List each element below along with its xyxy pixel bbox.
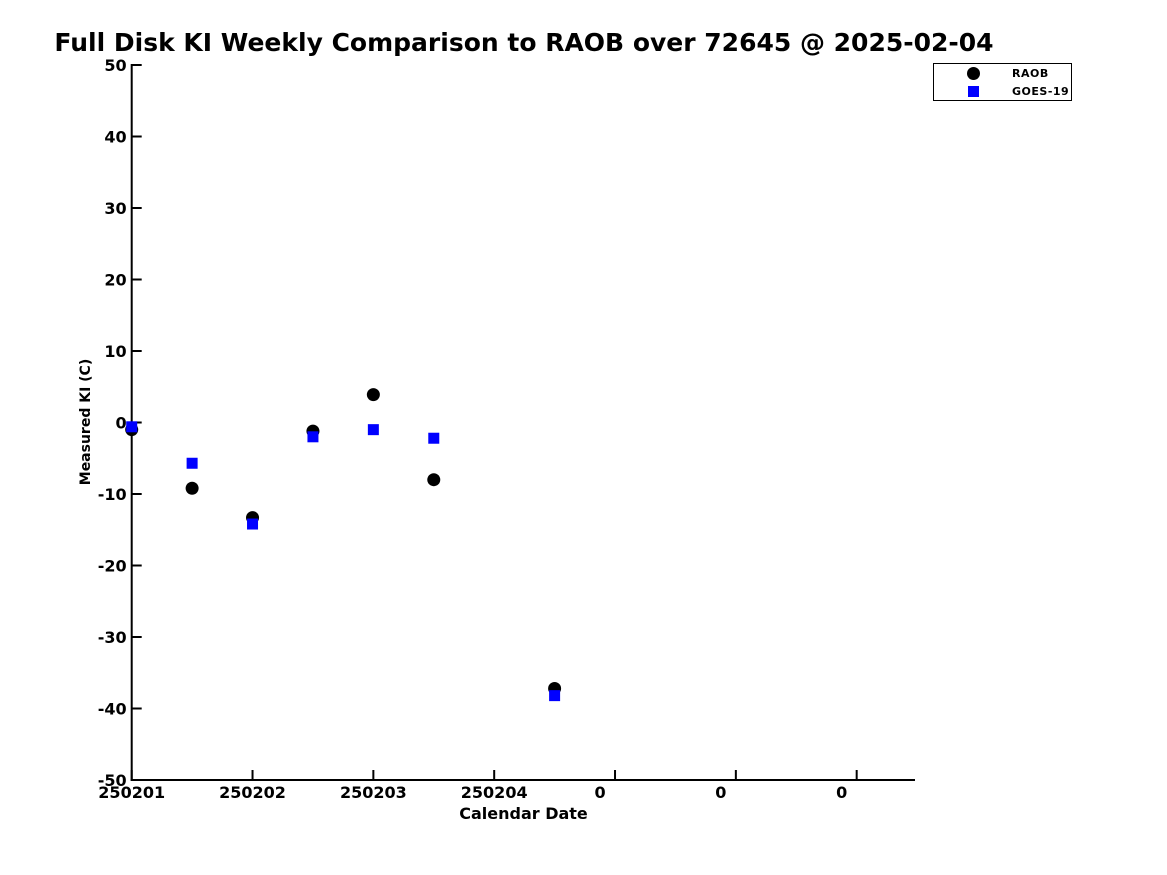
x-tick-label: 250202 bbox=[219, 783, 286, 802]
y-tick-label: 0 bbox=[116, 414, 127, 433]
x-tick-label: 0 bbox=[715, 783, 726, 802]
data-point-raob bbox=[366, 388, 380, 402]
legend-entry-goes19: GOES-19 bbox=[934, 82, 1071, 100]
raob-circle-marker-icon bbox=[967, 66, 980, 80]
legend-label-goes19: GOES-19 bbox=[1012, 84, 1070, 98]
chart-title: Full Disk KI Weekly Comparison to RAOB o… bbox=[54, 28, 994, 57]
x-axis-label: Calendar Date bbox=[459, 804, 588, 823]
data-point-goes-19 bbox=[367, 424, 379, 436]
y-tick-label: 30 bbox=[104, 199, 126, 218]
data-point-goes-19 bbox=[186, 457, 198, 469]
y-tick-label: -20 bbox=[98, 557, 127, 576]
data-point-raob bbox=[427, 473, 441, 487]
y-tick-label: 20 bbox=[104, 271, 126, 290]
y-tick-label: -30 bbox=[98, 628, 127, 647]
y-tick-label: -10 bbox=[98, 485, 127, 504]
y-tick-label: 50 bbox=[104, 56, 126, 75]
x-tick-label: 250201 bbox=[98, 783, 165, 802]
y-tick-label: 10 bbox=[104, 342, 126, 361]
y-tick-label: -50 bbox=[98, 771, 127, 790]
data-point-goes-19 bbox=[428, 432, 440, 444]
legend: RAOB GOES-19 bbox=[933, 63, 1072, 101]
legend-entry-raob: RAOB bbox=[934, 64, 1071, 82]
legend-label-raob: RAOB bbox=[1012, 66, 1049, 80]
data-point-goes-19 bbox=[549, 690, 561, 702]
data-point-goes-19 bbox=[247, 518, 259, 530]
data-point-raob bbox=[185, 481, 199, 495]
data-point-goes-19 bbox=[126, 421, 138, 433]
x-tick-label: 0 bbox=[836, 783, 847, 802]
x-tick-label: 0 bbox=[594, 783, 605, 802]
x-tick-label: 250204 bbox=[461, 783, 528, 802]
y-tick-label: 40 bbox=[104, 128, 126, 147]
x-tick-label: 250203 bbox=[340, 783, 407, 802]
data-point-goes-19 bbox=[307, 431, 319, 443]
goes19-square-marker-icon bbox=[967, 85, 980, 98]
y-tick-label: -40 bbox=[98, 700, 127, 719]
